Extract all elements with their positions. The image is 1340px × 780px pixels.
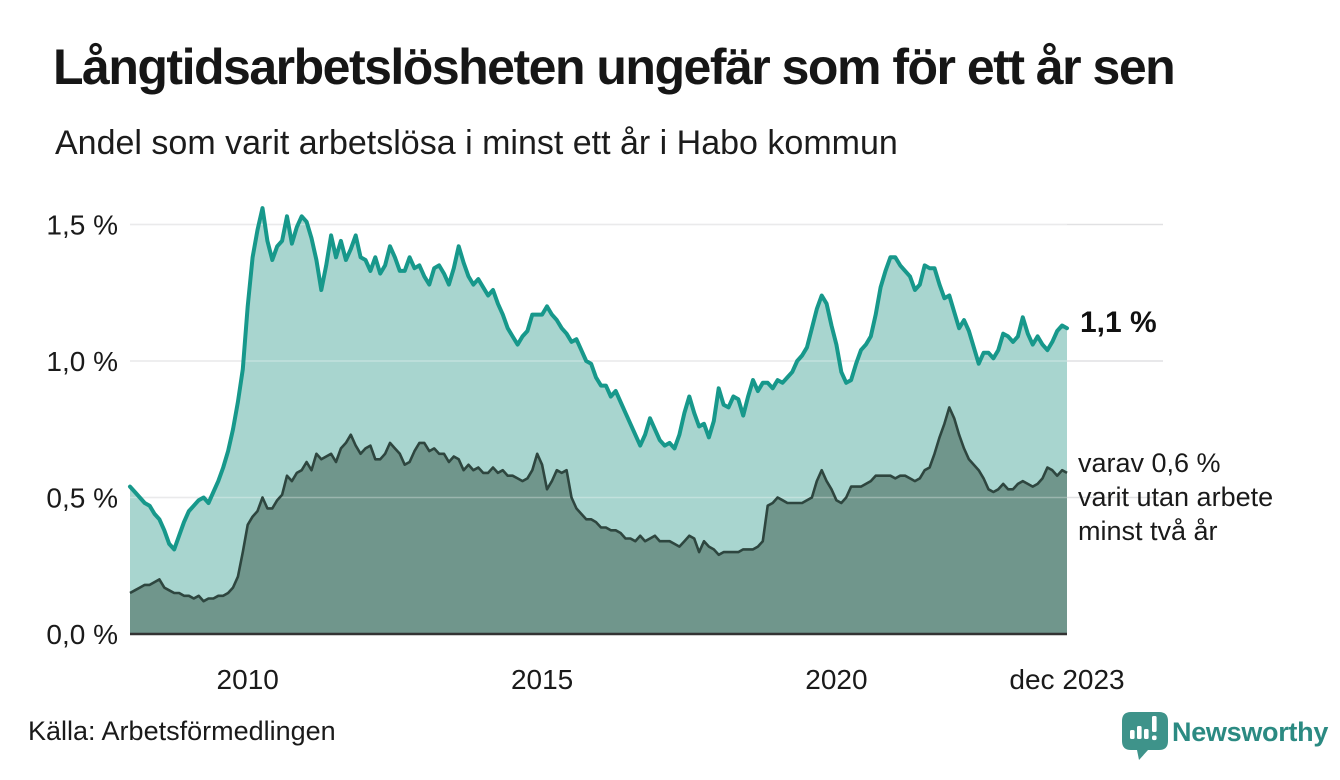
- y-axis-tick-label: 0,0 %: [46, 619, 118, 650]
- secondary-series-annotation: varav 0,6 % varit utan arbete minst två …: [1078, 446, 1273, 548]
- x-axis-tick-label: 2020: [805, 664, 867, 695]
- annotation-line: minst två år: [1078, 516, 1218, 546]
- chart-title: Långtidsarbetslösheten ungefär som för e…: [53, 39, 1176, 95]
- y-axis-tick-label: 1,5 %: [46, 210, 118, 241]
- source-note: Källa: Arbetsförmedlingen: [28, 716, 336, 746]
- series-end-value-label: 1,1 %: [1080, 306, 1157, 339]
- line-primary: [128, 206, 1069, 552]
- newsworthy-bubble-barchart-icon: [1122, 712, 1168, 760]
- x-axis-tick-label: dec 2023: [1009, 664, 1124, 695]
- line-secondary: [129, 406, 1068, 603]
- newsworthy-logo: Newsworthy: [1116, 706, 1340, 766]
- newsworthy-wordmark: Newsworthy: [1172, 717, 1329, 747]
- annotation-line: varit utan arbete: [1078, 482, 1274, 512]
- y-axis-tick-label: 1,0 %: [46, 346, 118, 377]
- annotation-line: varav 0,6 %: [1078, 448, 1221, 478]
- y-axis-tick-label: 0,5 %: [46, 483, 118, 514]
- chart-subtitle: Andel som varit arbetslösa i minst ett å…: [55, 124, 898, 162]
- x-axis-tick-label: 2015: [511, 664, 573, 695]
- x-axis-tick-label: 2010: [217, 664, 279, 695]
- area-fill-secondary: [130, 407, 1067, 634]
